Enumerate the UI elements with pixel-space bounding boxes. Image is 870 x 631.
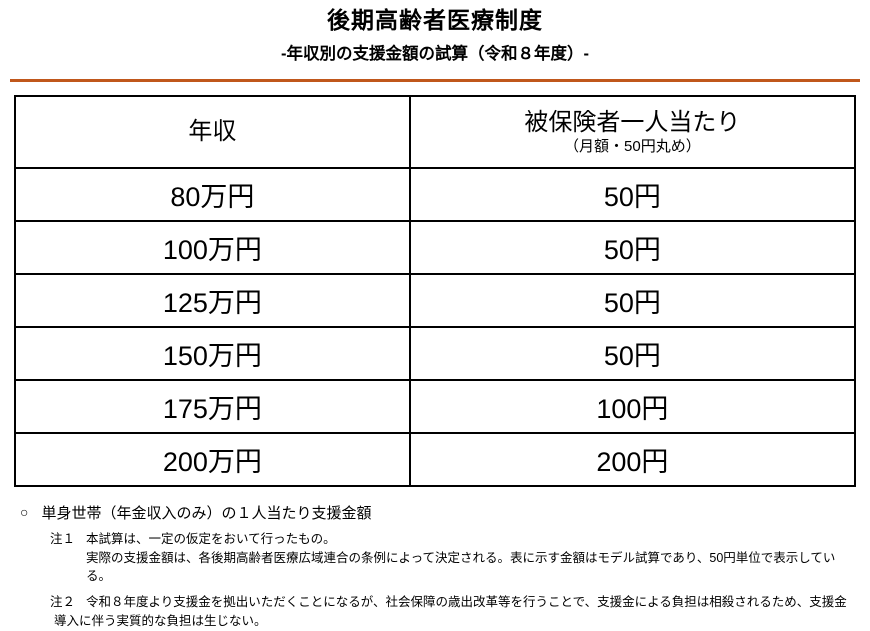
income-cell: 100万円 (14, 219, 411, 275)
column-header-income-label: 年収 (188, 117, 237, 145)
amount-cell: 50円 (408, 219, 857, 275)
column-header-income: 年収 (14, 94, 411, 169)
table-row: 100万円 50円 (14, 219, 857, 275)
income-cell: 125万円 (14, 272, 411, 328)
table-row: 200万円 200円 (14, 431, 857, 487)
note-heading-row: ○ 単身世帯（年金収入のみ）の１人当たり支援金額 (20, 502, 860, 523)
note-line: 令和８年度より支援金を拠出いただくことになるが、社会保障の歳出改革等を行うことで… (86, 595, 847, 610)
table-header-row: 年収 被保険者一人当たり （月額・50円丸め） (14, 94, 857, 169)
income-cell: 200万円 (14, 431, 411, 487)
note-2: 注２ 令和８年度より支援金を拠出いただくことになるが、社会保障の歳出改革等を行う… (50, 593, 860, 631)
amount-cell: 50円 (408, 166, 857, 222)
document-header: 後期高齢者医療制度 -年収別の支援金額の試算（令和８年度）- (10, 6, 860, 64)
income-cell: 80万円 (14, 166, 411, 222)
income-cell: 175万円 (14, 378, 411, 434)
amount-cell: 50円 (408, 272, 857, 328)
note-line: 本試算は、一定の仮定をおいて行ったもの。 (86, 531, 336, 546)
income-cell: 150万円 (14, 325, 411, 381)
amount-cell: 100円 (408, 378, 857, 434)
amount-cell: 50円 (408, 325, 857, 381)
amount-cell: 200円 (408, 431, 857, 487)
support-amount-table: 年収 被保険者一人当たり （月額・50円丸め） 80万円 50円 100万円 5… (14, 94, 857, 487)
page-title: 後期高齢者医療制度 (327, 7, 543, 33)
table-row: 80万円 50円 (14, 166, 857, 222)
page-subtitle: -年収別の支援金額の試算（令和８年度）- (281, 44, 589, 63)
note-2-label: 注２ (50, 595, 76, 610)
note-2-body: 令和８年度より支援金を拠出いただくことになるが、社会保障の歳出改革等を行うことで… (54, 593, 860, 631)
circle-marker: ○ (20, 504, 29, 521)
note-line: 導入に伴う実質的な負担は生じない。 (54, 613, 267, 628)
column-header-amount-sublabel: （月額・50円丸め） (564, 137, 701, 155)
note-1-label: 注１ (50, 531, 76, 546)
note-line: 実際の支援金額は、各後期高齢者医療広域連合の条例によって決定される。表に示す金額… (86, 550, 836, 584)
column-header-amount: 被保険者一人当たり （月額・50円丸め） (408, 94, 857, 169)
table-row: 175万円 100円 (14, 378, 857, 434)
note-1: 注１ 本試算は、一定の仮定をおいて行ったもの。 実際の支援金額は、各後期高齢者医… (50, 530, 860, 586)
note-1-body: 本試算は、一定の仮定をおいて行ったもの。 実際の支援金額は、各後期高齢者医療広域… (86, 530, 860, 586)
accent-divider (10, 78, 860, 82)
table-row: 150万円 50円 (14, 325, 857, 381)
table-row: 125万円 50円 (14, 272, 857, 328)
notes-section: ○ 単身世帯（年金収入のみ）の１人当たり支援金額 注１ 本試算は、一定の仮定をお… (20, 502, 860, 631)
column-header-amount-label: 被保険者一人当たり (524, 108, 741, 136)
note-heading: 単身世帯（年金収入のみ）の１人当たり支援金額 (41, 504, 372, 522)
